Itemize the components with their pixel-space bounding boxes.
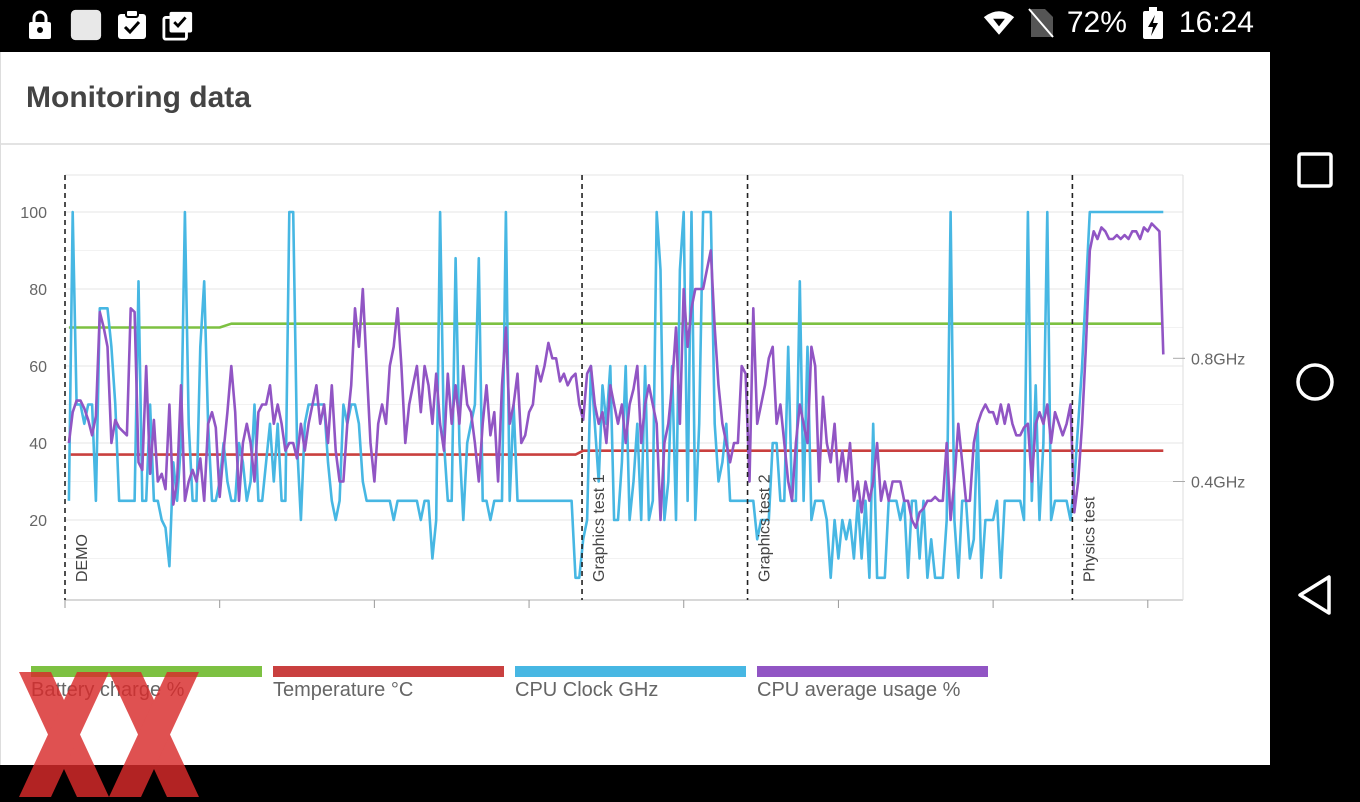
clipboard-list-icon bbox=[162, 8, 194, 42]
legend-temperature: Temperature °C bbox=[273, 666, 504, 702]
clock: 16:24 bbox=[1178, 6, 1254, 39]
square-notification-icon bbox=[70, 8, 102, 42]
lock-icon bbox=[24, 8, 56, 42]
right-axis-label: 0.8GHz bbox=[1191, 351, 1245, 368]
y-tick-label: 80 bbox=[29, 282, 47, 299]
home-circle-icon[interactable] bbox=[1293, 360, 1337, 404]
battery-charging-icon bbox=[1137, 6, 1169, 40]
legend-swatch-temperature bbox=[273, 666, 504, 677]
page-title: Monitoring data bbox=[26, 80, 251, 114]
y-tick-label: 40 bbox=[29, 436, 47, 453]
chart-legend: Battery charge % Temperature °C CPU Cloc… bbox=[31, 666, 988, 702]
y-tick-label: 20 bbox=[29, 513, 47, 530]
series-line-cpu-clock bbox=[67, 210, 1164, 580]
back-triangle-icon[interactable] bbox=[1293, 573, 1337, 617]
test-marker-label: Graphics test 1 bbox=[591, 474, 608, 582]
series-line-battery bbox=[68, 322, 1164, 329]
test-marker-label: Graphics test 2 bbox=[757, 474, 774, 582]
status-bar: 72% 16:24 bbox=[0, 0, 1270, 52]
legend-cpu-usage: CPU average usage % bbox=[757, 666, 988, 702]
legend-swatch-cpu-clock bbox=[515, 666, 746, 677]
test-marker-label: DEMO bbox=[74, 534, 91, 582]
navigation-bar bbox=[1270, 0, 1360, 765]
clipboard-check-icon bbox=[116, 8, 148, 42]
recents-square-icon[interactable] bbox=[1293, 148, 1337, 192]
wifi-icon bbox=[983, 6, 1015, 40]
no-sim-icon bbox=[1025, 6, 1057, 40]
monitoring-chart: 204060801000.8GHz0.4GHz00:0000:4001:2002… bbox=[20, 174, 1245, 608]
right-axis-label: 0.4GHz bbox=[1191, 475, 1245, 492]
xx-watermark-logo bbox=[19, 672, 204, 802]
legend-label-cpu-clock: CPU Clock GHz bbox=[515, 679, 659, 701]
y-tick-label: 100 bbox=[20, 205, 47, 222]
legend-label-temperature: Temperature °C bbox=[273, 679, 414, 701]
panel-header: Monitoring data bbox=[1, 52, 1271, 145]
legend-swatch-battery bbox=[31, 666, 262, 677]
test-marker-label: Physics test bbox=[1081, 496, 1098, 582]
series-line-temperature bbox=[68, 449, 1164, 456]
legend-swatch-cpu-usage bbox=[757, 666, 988, 677]
battery-percent: 72% bbox=[1066, 6, 1127, 39]
monitoring-panel: Monitoring data 204060801000.8GHz0.4GHz0… bbox=[0, 52, 1271, 797]
y-tick-label: 60 bbox=[29, 359, 47, 376]
legend-cpu-clock: CPU Clock GHz bbox=[515, 666, 746, 702]
series-line-cpu-usage bbox=[67, 222, 1165, 529]
legend-label-cpu-usage: CPU average usage % bbox=[757, 679, 961, 701]
